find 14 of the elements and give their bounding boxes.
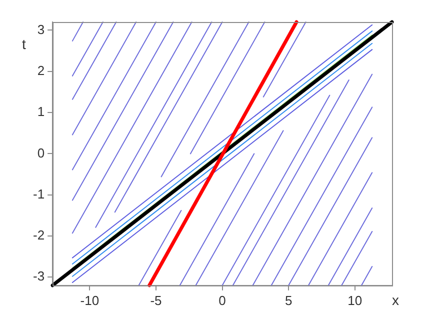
y-tick-label: -3 <box>32 268 45 284</box>
x-tick-label: 5 <box>284 292 292 308</box>
y-axis-title: t <box>22 36 26 52</box>
x-tick-label: 0 <box>218 292 226 308</box>
y-tick-label: 2 <box>37 62 45 78</box>
x-tick-label: -5 <box>150 292 162 308</box>
x-tick-label: 10 <box>348 292 362 308</box>
y-tick-label: 0 <box>37 145 45 160</box>
x-axis-title: x <box>392 292 399 308</box>
x-tick-label: -10 <box>80 292 100 308</box>
y-tick-label: -1 <box>32 186 45 202</box>
y-tick-label: 1 <box>37 104 45 120</box>
y-tick-label: -2 <box>32 228 45 243</box>
y-tick-label: 3 <box>37 22 45 37</box>
